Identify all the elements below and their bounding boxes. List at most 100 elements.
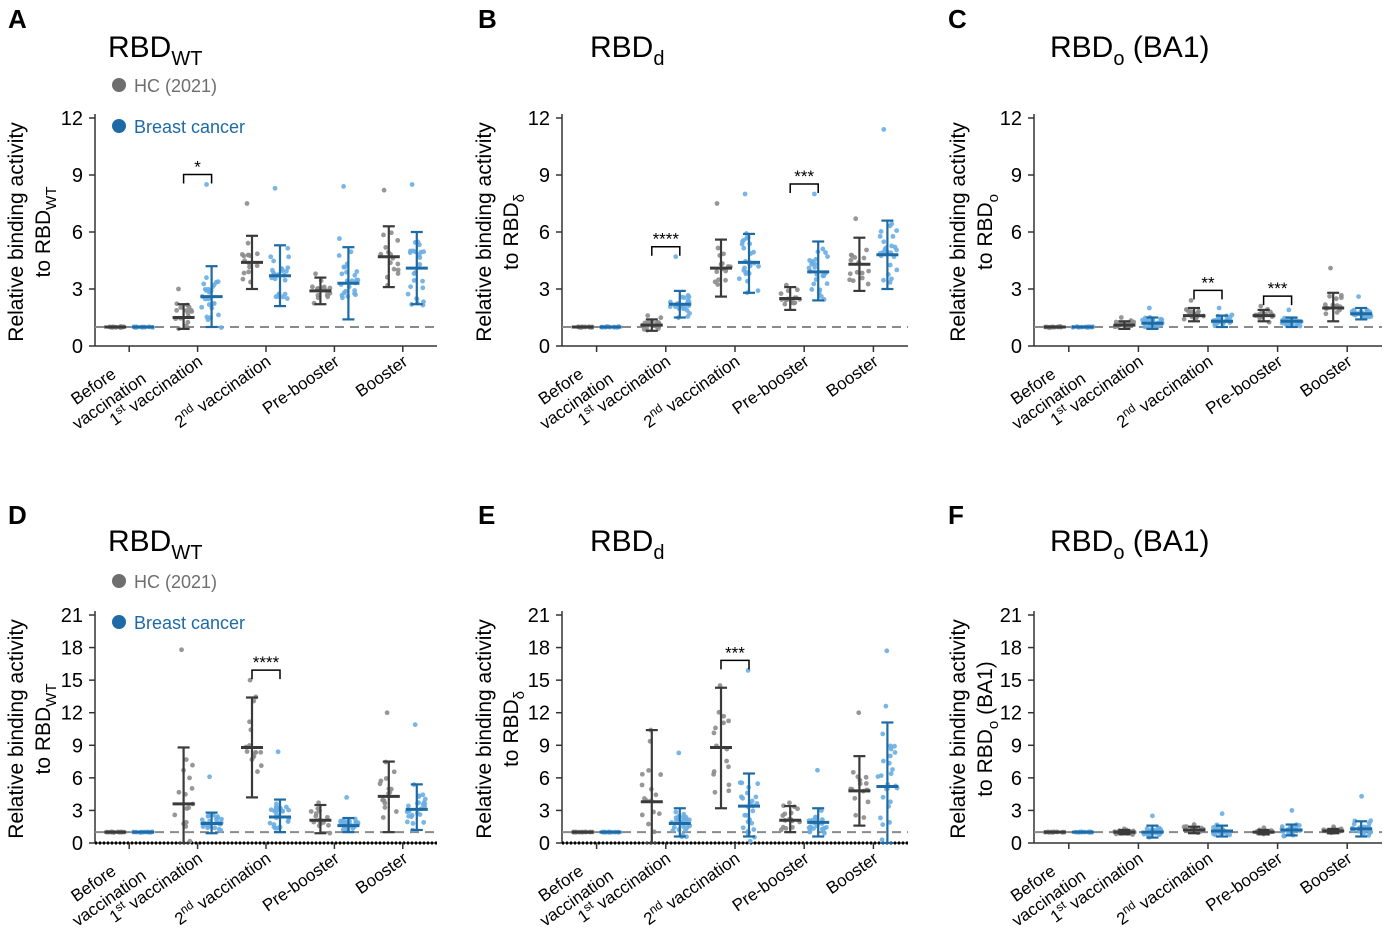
y-axis-label-line2: to RBDWT [32,186,60,277]
data-point-hc [384,710,390,716]
data-point-bc [408,284,413,290]
data-point-bc [199,304,205,310]
data-point-bc [806,265,812,271]
data-point-bc [747,838,753,844]
data-point-bc [1286,307,1292,313]
y-tick-label: 18 [1000,638,1022,660]
data-point-hc [726,718,731,724]
significance-bracket [1262,295,1293,306]
data-point-hc [639,771,645,777]
y-tick-label: 6 [72,222,83,244]
x-tick-label: Pre-booster [1202,849,1286,916]
x-tick-label: Beforevaccination [524,352,617,434]
data-point-bc [406,803,411,809]
title-main: RBD [1050,31,1113,64]
data-point-bc [284,296,290,301]
data-point-bc [336,253,342,258]
data-point-bc [1158,316,1164,322]
data-point-hc [325,814,330,820]
data-point-bc [420,278,425,284]
title-subscript: o [1113,48,1124,70]
y-tick-label: 15 [1000,670,1022,692]
data-point-bc [683,816,688,822]
xlabel-rest: vaccination [1132,849,1216,916]
data-point-bc [1227,832,1233,838]
data-point-bc [877,233,883,239]
title-subscript: WT [171,542,202,564]
data-point-bc [344,795,350,800]
data-point-bc [204,314,210,320]
y-tick-label: 3 [72,800,83,822]
data-point-bc [887,280,893,285]
data-point-bc [892,743,897,749]
data-point-hc [848,252,854,258]
data-point-bc [205,286,211,292]
data-point-bc [417,812,423,817]
data-point-bc [272,185,278,191]
data-point-bc [348,249,354,255]
data-point-hc [721,720,726,726]
data-point-hc [241,270,247,276]
data-point-hc [1258,303,1264,309]
x-tick-label: Booster [1297,352,1356,401]
data-point-bc [890,233,896,239]
legend-bc-label: Breast cancer [134,117,245,137]
data-point-bc [211,301,217,306]
data-point-hc [1196,309,1201,314]
data-point-hc [187,775,192,781]
data-point-bc [1144,826,1150,832]
data-point-bc [285,819,291,824]
x-tick-label: Beforevaccination [524,849,617,931]
data-point-bc [755,288,761,294]
significance-bracket [789,183,819,193]
data-point-hc [327,830,333,836]
y-tick-label: 21 [61,605,83,627]
data-point-bc [269,267,275,273]
xlabel-superscript: nd [177,898,196,917]
data-point-bc [286,254,292,260]
data-point-hc [716,277,721,283]
data-point-hc [185,310,191,316]
data-point-bc [756,263,761,269]
data-point-hc [651,829,657,835]
data-point-bc [285,245,291,251]
data-point-bc [1227,314,1233,320]
data-point-bc [417,261,423,267]
data-point-bc [1365,308,1371,314]
data-point-bc [267,820,273,826]
title-subscript: d [653,542,664,564]
data-point-bc [894,247,899,253]
data-point-hc [714,201,720,206]
title-tail: (BA1) [1124,525,1209,558]
y-tick-label: 12 [61,703,83,725]
data-point-hc [245,240,251,246]
data-point-bc [420,792,426,798]
data-point-bc [749,820,755,826]
data-point-hc [190,762,195,768]
data-point-bc [880,758,886,764]
data-point-bc [880,822,886,828]
ylabel-subscript: δ [511,691,528,699]
title-main: RBD [108,31,171,64]
data-point-hc [382,805,388,810]
y-tick-label: 3 [539,800,550,822]
data-point-hc [658,315,664,321]
data-point-hc [189,785,195,791]
ylabel-subscript: δ [511,194,528,202]
data-point-bc [687,310,692,316]
data-point-bc [807,828,813,834]
data-point-hc [721,251,726,257]
y-tick-label: 18 [61,638,83,660]
data-point-bc [404,819,410,825]
panel-letter: D [8,500,27,530]
data-point-hc [724,758,730,764]
ylabel-main: to RBD [32,210,55,278]
y-tick-label: 9 [1011,735,1022,757]
data-point-bc [421,249,427,255]
panel-letter: C [948,4,967,34]
data-point-bc [878,815,883,821]
data-point-hc [378,778,384,784]
data-point-bc [410,248,416,254]
xlabel-superscript: nd [1119,401,1138,420]
